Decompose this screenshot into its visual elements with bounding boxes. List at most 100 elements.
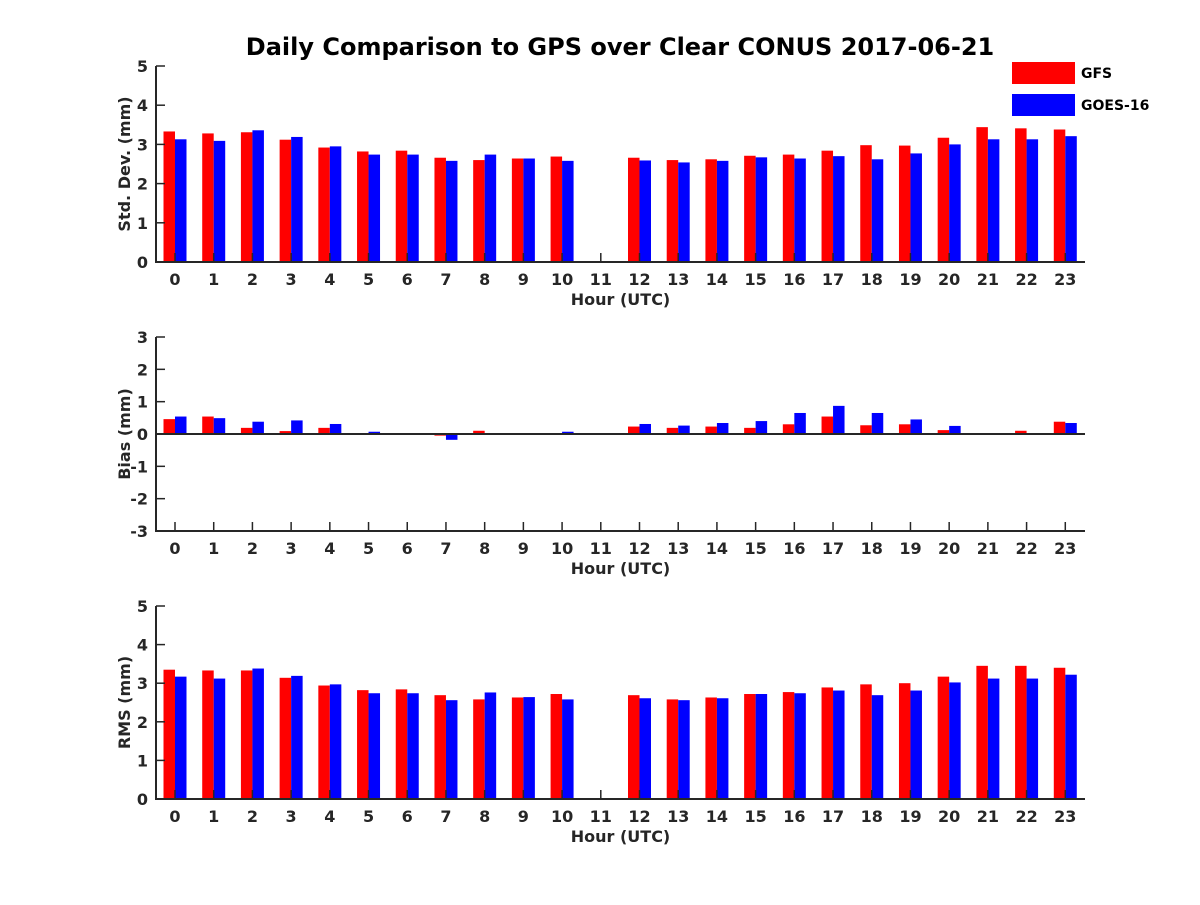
x-tick-label: 23 — [1054, 270, 1076, 289]
bar-gfs-3 — [279, 677, 292, 799]
x-tick-label: 22 — [1015, 539, 1037, 558]
bar-goes-16-10 — [562, 431, 574, 434]
bar-goes-16-20 — [949, 144, 961, 262]
x-tick-label: 7 — [440, 270, 451, 289]
x-tick-label: 0 — [169, 539, 180, 558]
bar-goes-16-19 — [910, 419, 922, 434]
y-tick-label: 3 — [137, 674, 148, 693]
y-tick-label: -1 — [130, 457, 148, 476]
bar-goes-16-3 — [291, 420, 303, 434]
x-tick-label: 15 — [744, 807, 766, 826]
bar-goes-16-6 — [407, 693, 419, 799]
bar-goes-16-9 — [523, 697, 535, 799]
bar-goes-16-5 — [368, 693, 381, 799]
x-tick-label: 6 — [402, 539, 413, 558]
bar-goes-16-2 — [252, 130, 264, 262]
x-axis-label: Hour (UTC) — [571, 559, 671, 578]
y-axis-label: Bias (mm) — [115, 388, 134, 480]
bar-goes-16-14 — [716, 160, 729, 262]
bar-goes-16-4 — [329, 146, 342, 262]
x-tick-label: 2 — [247, 807, 258, 826]
bar-goes-16-15 — [755, 157, 768, 262]
x-tick-label: 11 — [590, 539, 612, 558]
bar-gfs-16 — [782, 692, 795, 799]
bar-goes-16-15 — [755, 421, 768, 434]
x-tick-label: 5 — [363, 270, 374, 289]
x-tick-label: 12 — [628, 539, 650, 558]
bar-gfs-14 — [705, 697, 717, 799]
x-axis-label: Hour (UTC) — [571, 290, 671, 309]
legend-label-goes-16: GOES-16 — [1081, 98, 1149, 114]
x-tick-label: 8 — [479, 807, 490, 826]
x-tick-label: 0 — [169, 270, 180, 289]
x-tick-label: 22 — [1015, 807, 1037, 826]
x-tick-label: 15 — [744, 270, 766, 289]
bar-gfs-1 — [202, 133, 214, 262]
bar-gfs-10 — [550, 156, 563, 262]
bar-goes-16-0 — [175, 139, 187, 262]
bar-gfs-9 — [511, 158, 524, 262]
y-tick-label: -2 — [130, 490, 148, 509]
bar-goes-16-23 — [1065, 423, 1077, 434]
x-tick-label: 16 — [783, 270, 805, 289]
bar-gfs-12 — [628, 426, 640, 434]
bar-gfs-16 — [782, 424, 795, 434]
bar-gfs-23 — [1053, 421, 1066, 434]
bar-gfs-20 — [937, 676, 950, 799]
chart-title: Daily Comparison to GPS over Clear CONUS… — [246, 33, 994, 61]
x-tick-label: 4 — [324, 270, 335, 289]
x-tick-label: 3 — [286, 807, 297, 826]
bar-gfs-14 — [705, 426, 717, 434]
x-tick-label: 18 — [861, 807, 883, 826]
bar-goes-16-23 — [1065, 136, 1077, 262]
y-tick-label: 3 — [137, 328, 148, 347]
bar-gfs-18 — [860, 145, 872, 262]
x-tick-label: 10 — [551, 539, 573, 558]
y-tick-label: 0 — [137, 425, 148, 444]
y-axis-label: RMS (mm) — [115, 656, 134, 749]
bar-gfs-19 — [898, 145, 911, 262]
bar-gfs-17 — [821, 150, 834, 262]
bar-goes-16-10 — [562, 699, 574, 799]
bar-goes-16-16 — [794, 693, 806, 799]
bar-gfs-8 — [473, 160, 485, 262]
bar-gfs-8 — [473, 699, 485, 799]
bar-goes-16-7 — [445, 434, 458, 440]
bar-gfs-17 — [821, 687, 834, 799]
x-axis-label: Hour (UTC) — [571, 827, 671, 846]
bar-gfs-8 — [473, 430, 485, 434]
bar-goes-16-5 — [368, 154, 381, 262]
bar-goes-16-8 — [484, 154, 497, 262]
bar-gfs-7 — [434, 157, 446, 262]
bar-gfs-23 — [1053, 667, 1066, 799]
bar-gfs-22 — [1015, 430, 1027, 434]
bar-gfs-3 — [279, 431, 292, 434]
x-tick-label: 14 — [706, 539, 728, 558]
legend-swatch-gfs — [1012, 62, 1075, 84]
y-tick-label: 1 — [137, 214, 148, 233]
x-tick-label: 19 — [899, 539, 921, 558]
bar-goes-16-3 — [291, 136, 303, 262]
chart-legend: GFS GOES-16 — [1012, 62, 1149, 116]
x-tick-label: 9 — [518, 539, 529, 558]
y-tick-label: 2 — [137, 713, 148, 732]
bar-gfs-2 — [240, 132, 253, 262]
x-tick-label: 19 — [899, 270, 921, 289]
bar-gfs-4 — [318, 427, 330, 434]
y-tick-label: 0 — [137, 790, 148, 809]
x-tick-label: 3 — [286, 270, 297, 289]
bar-gfs-13 — [666, 160, 679, 262]
bar-goes-16-0 — [175, 676, 187, 799]
bar-gfs-23 — [1053, 129, 1066, 262]
x-tick-label: 7 — [440, 807, 451, 826]
x-tick-label: 17 — [822, 539, 844, 558]
bar-gfs-1 — [202, 670, 214, 799]
bar-goes-16-17 — [833, 690, 845, 799]
x-tick-label: 12 — [628, 270, 650, 289]
x-tick-label: 1 — [208, 270, 219, 289]
x-tick-label: 0 — [169, 807, 180, 826]
bar-goes-16-7 — [445, 160, 458, 262]
bar-goes-16-13 — [678, 425, 690, 434]
